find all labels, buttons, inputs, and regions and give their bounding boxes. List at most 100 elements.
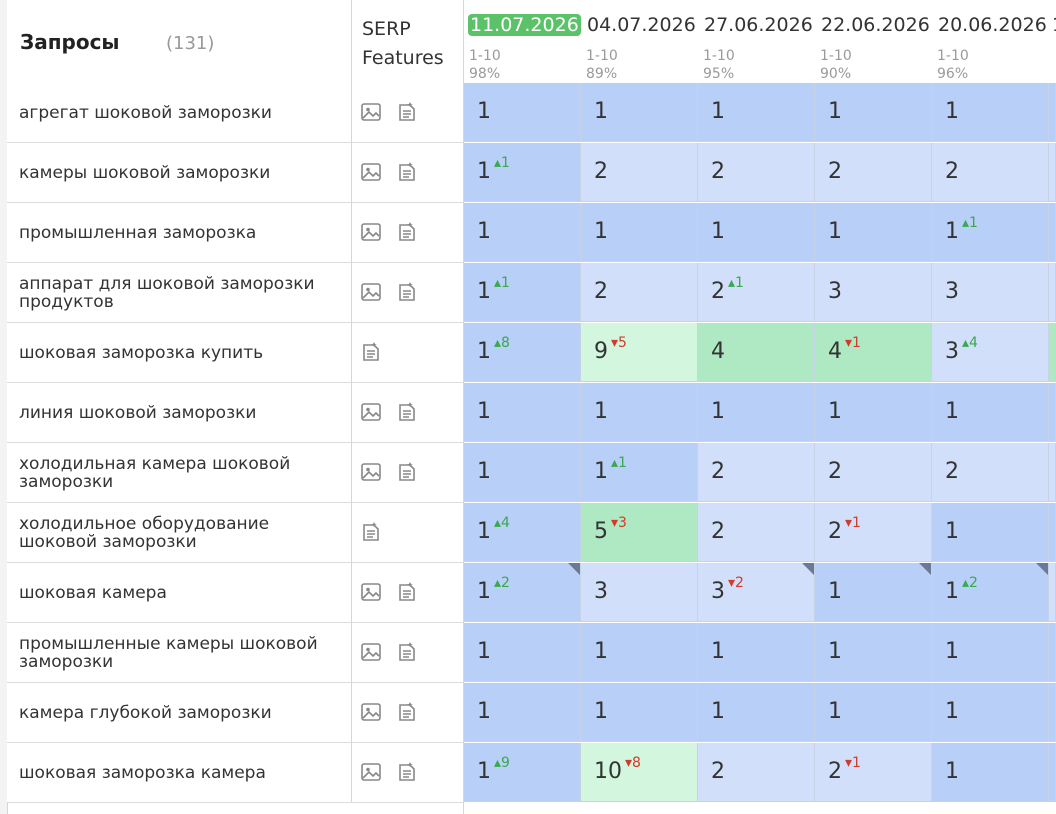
featured-snippet-icon[interactable]	[396, 641, 418, 663]
comment-corner-marker[interactable]	[1036, 563, 1048, 575]
query-text[interactable]: холодильное оборудование шоковой замороз…	[19, 513, 270, 552]
query-cell[interactable]: аппарат для шоковой заморозки продуктов	[7, 263, 351, 323]
position-cell[interactable]: 1	[581, 683, 698, 742]
position-cell[interactable]: 1	[464, 383, 581, 442]
position-cell[interactable]: 1	[581, 83, 698, 142]
date-column-header[interactable]: 04.07.2026 1-10 89%	[581, 0, 699, 84]
image-icon[interactable]	[360, 281, 382, 303]
position-cell[interactable]: 2	[581, 143, 698, 202]
position-cell[interactable]: 4	[698, 323, 815, 382]
position-cell[interactable]: 2 ▴1	[698, 263, 815, 322]
query-cell[interactable]: промышленная заморозка	[7, 203, 351, 263]
position-cell[interactable]: 1	[698, 83, 815, 142]
query-cell[interactable]: линия шоковой заморозки	[7, 383, 351, 443]
position-cell[interactable]: 4 ▾1	[815, 323, 932, 382]
image-icon[interactable]	[360, 161, 382, 183]
comment-corner-marker[interactable]	[919, 563, 931, 575]
position-cell[interactable]: 1 ▴1	[464, 143, 581, 202]
image-icon[interactable]	[360, 701, 382, 723]
position-cell[interactable]: 1	[581, 203, 698, 262]
featured-snippet-icon[interactable]	[396, 461, 418, 483]
query-cell[interactable]: камера глубокой заморозки	[7, 683, 351, 743]
position-cell[interactable]: 1	[698, 683, 815, 742]
position-cell[interactable]: 1 ▴1	[581, 443, 698, 502]
featured-snippet-icon[interactable]	[396, 701, 418, 723]
image-icon[interactable]	[360, 641, 382, 663]
position-cell[interactable]: 1 ▴2	[464, 563, 581, 622]
position-cell[interactable]: 9 ▾5	[581, 323, 698, 382]
position-cell[interactable]: 3	[815, 263, 932, 322]
position-cell[interactable]: 1	[698, 383, 815, 442]
featured-snippet-icon[interactable]	[360, 341, 382, 363]
date-column-header[interactable]: 20.06.2026 1-10 96%	[932, 0, 1050, 84]
position-cell[interactable]: 5 ▾3	[581, 503, 698, 562]
featured-snippet-icon[interactable]	[396, 281, 418, 303]
featured-snippet-icon[interactable]	[396, 161, 418, 183]
featured-snippet-icon[interactable]	[396, 581, 418, 603]
image-icon[interactable]	[360, 761, 382, 783]
position-cell[interactable]: 2	[698, 503, 815, 562]
position-cell[interactable]: 1	[698, 623, 815, 682]
query-text[interactable]: камера глубокой заморозки	[19, 702, 272, 723]
position-cell[interactable]: 1 ▴2	[932, 563, 1049, 622]
query-cell[interactable]: промышленные камеры шоковой заморозки	[7, 623, 351, 683]
featured-snippet-icon[interactable]	[396, 761, 418, 783]
position-cell[interactable]: 1	[815, 683, 932, 742]
query-cell[interactable]: агрегат шоковой заморозки	[7, 83, 351, 143]
image-icon[interactable]	[360, 581, 382, 603]
image-icon[interactable]	[360, 461, 382, 483]
position-cell[interactable]: 1	[464, 443, 581, 502]
position-cell[interactable]: 1	[698, 203, 815, 262]
position-cell[interactable]: 1 ▴9	[464, 743, 581, 802]
position-cell[interactable]: 1	[464, 83, 581, 142]
position-cell[interactable]: 1	[932, 743, 1049, 802]
position-cell[interactable]: 1	[815, 383, 932, 442]
position-cell[interactable]: 1	[932, 383, 1049, 442]
position-cell[interactable]: 3	[581, 563, 698, 622]
position-cell[interactable]: 1 ▴4	[464, 503, 581, 562]
featured-snippet-icon[interactable]	[396, 101, 418, 123]
query-text[interactable]: шоковая заморозка камера	[19, 762, 266, 783]
date-column-header[interactable]: 11.07.2026 1-10 98%	[464, 0, 582, 84]
position-cell[interactable]: 2 ▾1	[815, 743, 932, 802]
position-cell[interactable]: 1 ▴1	[464, 263, 581, 322]
query-cell[interactable]: шоковая заморозка камера	[7, 743, 351, 803]
position-cell[interactable]: 2	[698, 443, 815, 502]
position-cell[interactable]: 3	[932, 263, 1049, 322]
date-column-header[interactable]: 27.06.2026 1-10 95%	[698, 0, 816, 84]
position-cell[interactable]: 2	[932, 143, 1049, 202]
position-cell[interactable]: 1	[464, 683, 581, 742]
image-icon[interactable]	[360, 401, 382, 423]
featured-snippet-icon[interactable]	[396, 221, 418, 243]
featured-snippet-icon[interactable]	[360, 521, 382, 543]
position-cell[interactable]: 3 ▴4	[932, 323, 1049, 382]
position-cell[interactable]: 1	[581, 383, 698, 442]
query-text[interactable]: промышленная заморозка	[19, 222, 257, 243]
comment-corner-marker[interactable]	[568, 563, 580, 575]
query-text[interactable]: шоковая камера	[19, 582, 167, 603]
position-cell[interactable]: 1	[815, 623, 932, 682]
query-cell[interactable]: холодильное оборудование шоковой замороз…	[7, 503, 351, 563]
position-cell[interactable]: 1	[932, 503, 1049, 562]
position-cell[interactable]: 1	[815, 83, 932, 142]
featured-snippet-icon[interactable]	[396, 401, 418, 423]
position-cell[interactable]: 2	[581, 263, 698, 322]
queries-header[interactable]: Запросы (131)	[7, 0, 351, 84]
position-cell[interactable]: 1	[464, 203, 581, 262]
image-icon[interactable]	[360, 101, 382, 123]
query-cell[interactable]: шоковая камера	[7, 563, 351, 623]
position-cell[interactable]: 10 ▾8	[581, 743, 698, 802]
query-text[interactable]: агрегат шоковой заморозки	[19, 102, 272, 123]
position-cell[interactable]: 1	[932, 623, 1049, 682]
position-cell[interactable]: 2	[698, 143, 815, 202]
query-text[interactable]: промышленные камеры шоковой заморозки	[19, 633, 318, 672]
date-column-header[interactable]: 22.06.2026 1-10 90%	[815, 0, 933, 84]
position-cell[interactable]: 1	[815, 563, 932, 622]
query-text[interactable]: холодильная камера шоковой заморозки	[19, 453, 291, 492]
query-cell[interactable]: камеры шоковой заморозки	[7, 143, 351, 203]
position-cell[interactable]: 2 ▾1	[815, 503, 932, 562]
position-cell[interactable]: 1	[932, 83, 1049, 142]
position-cell[interactable]: 1	[464, 623, 581, 682]
query-text[interactable]: шоковая заморозка купить	[19, 342, 264, 363]
position-cell[interactable]: 2	[698, 743, 815, 802]
